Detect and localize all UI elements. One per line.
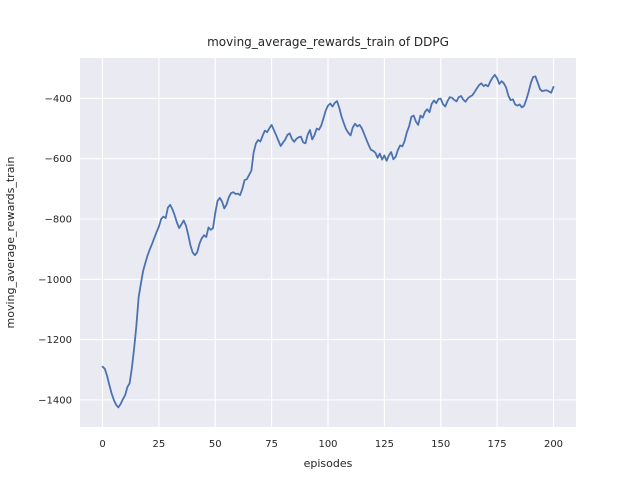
x-tick-label: 0 — [99, 439, 105, 450]
y-tick-label: −1200 — [38, 335, 72, 346]
series-layer — [101, 73, 555, 409]
y-tick-label: −1400 — [38, 395, 72, 406]
x-tick-label: 50 — [209, 439, 222, 450]
reward-series-line — [101, 73, 555, 409]
grid-layer — [80, 58, 576, 427]
tick-layer: 0 25 50 75 100 125 150 175 200 −400 −600 −800 −1000 −… — [38, 94, 563, 450]
y-tick-label: −800 — [45, 215, 72, 226]
x-tick-label: 150 — [431, 439, 450, 450]
y-tick-label: −400 — [45, 94, 72, 105]
x-tick-label: 125 — [375, 439, 394, 450]
x-tick-label: 75 — [265, 439, 278, 450]
y-axis-label: moving_average_rewards_train — [4, 157, 17, 329]
chart-title: moving_average_rewards_train of DDPG — [207, 35, 449, 49]
x-axis-label: episodes — [304, 457, 353, 470]
x-tick-label: 175 — [488, 439, 507, 450]
x-tick-label: 25 — [153, 439, 166, 450]
x-tick-label: 200 — [544, 439, 563, 450]
x-tick-label: 100 — [318, 439, 337, 450]
y-tick-label: −1000 — [38, 275, 72, 286]
y-tick-label: −600 — [45, 154, 72, 165]
